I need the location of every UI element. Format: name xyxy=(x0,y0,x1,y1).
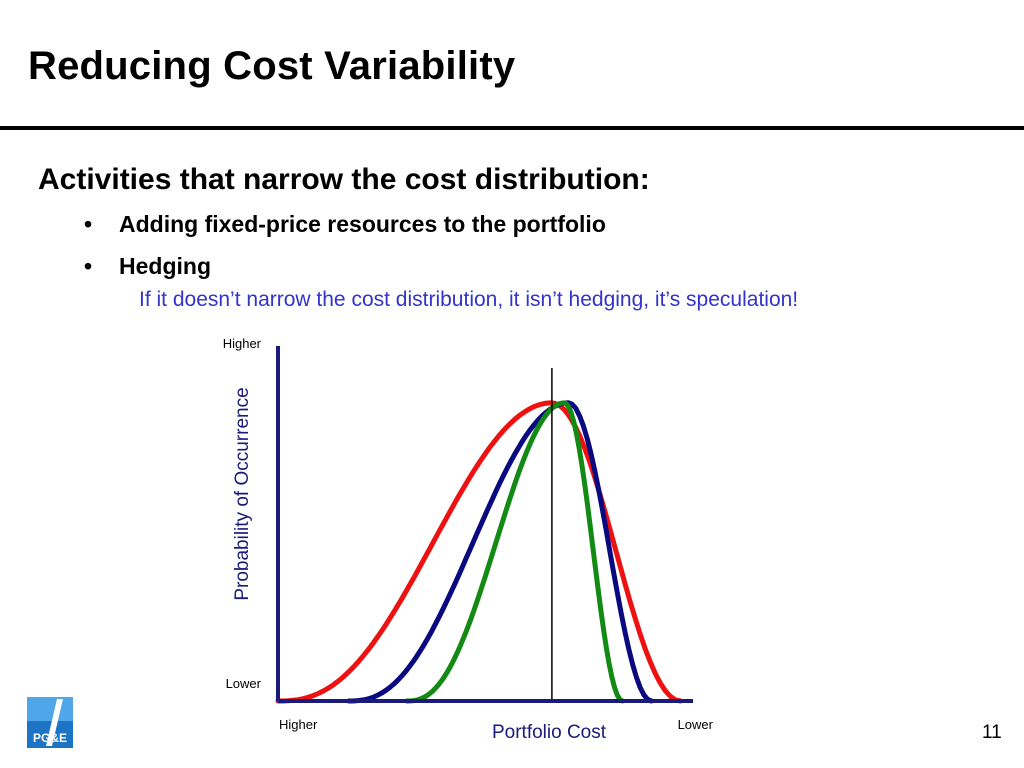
distribution-curves xyxy=(275,400,683,704)
hedging-note: If it doesn’t narrow the cost distributi… xyxy=(139,288,799,311)
pge-logo: PG&E xyxy=(27,697,73,748)
bullet-icon: • xyxy=(84,211,93,237)
x-axis-label: Portfolio Cost xyxy=(492,722,607,743)
bullet-text: Adding fixed-price resources to the port… xyxy=(119,211,606,237)
section-heading: Activities that narrow the cost distribu… xyxy=(38,163,650,196)
bullet-icon: • xyxy=(84,253,93,279)
title-divider xyxy=(0,126,1024,130)
y-tick-label-bottom: Lower xyxy=(226,676,262,691)
page-number: 11 xyxy=(982,722,1002,743)
bullet-text: Hedging xyxy=(119,253,211,279)
distribution-curve-1 xyxy=(275,400,683,704)
slide-title: Reducing Cost Variability xyxy=(28,44,516,88)
bullet-list: • Adding fixed-price resources to the por… xyxy=(84,206,606,290)
distribution-curve-2 xyxy=(346,400,654,704)
distribution-curve-3 xyxy=(404,400,625,704)
bullet-item-fixed-price: • Adding fixed-price resources to the por… xyxy=(84,206,606,248)
y-tick-label-top: Higher xyxy=(223,336,262,351)
x-tick-label-left: Higher xyxy=(279,717,318,732)
x-tick-label-right: Lower xyxy=(678,717,714,732)
y-axis-label: Probability of Occurrence xyxy=(232,387,253,600)
bullet-item-hedging: • Hedging xyxy=(84,248,606,290)
logo-text: PG&E xyxy=(33,731,67,745)
